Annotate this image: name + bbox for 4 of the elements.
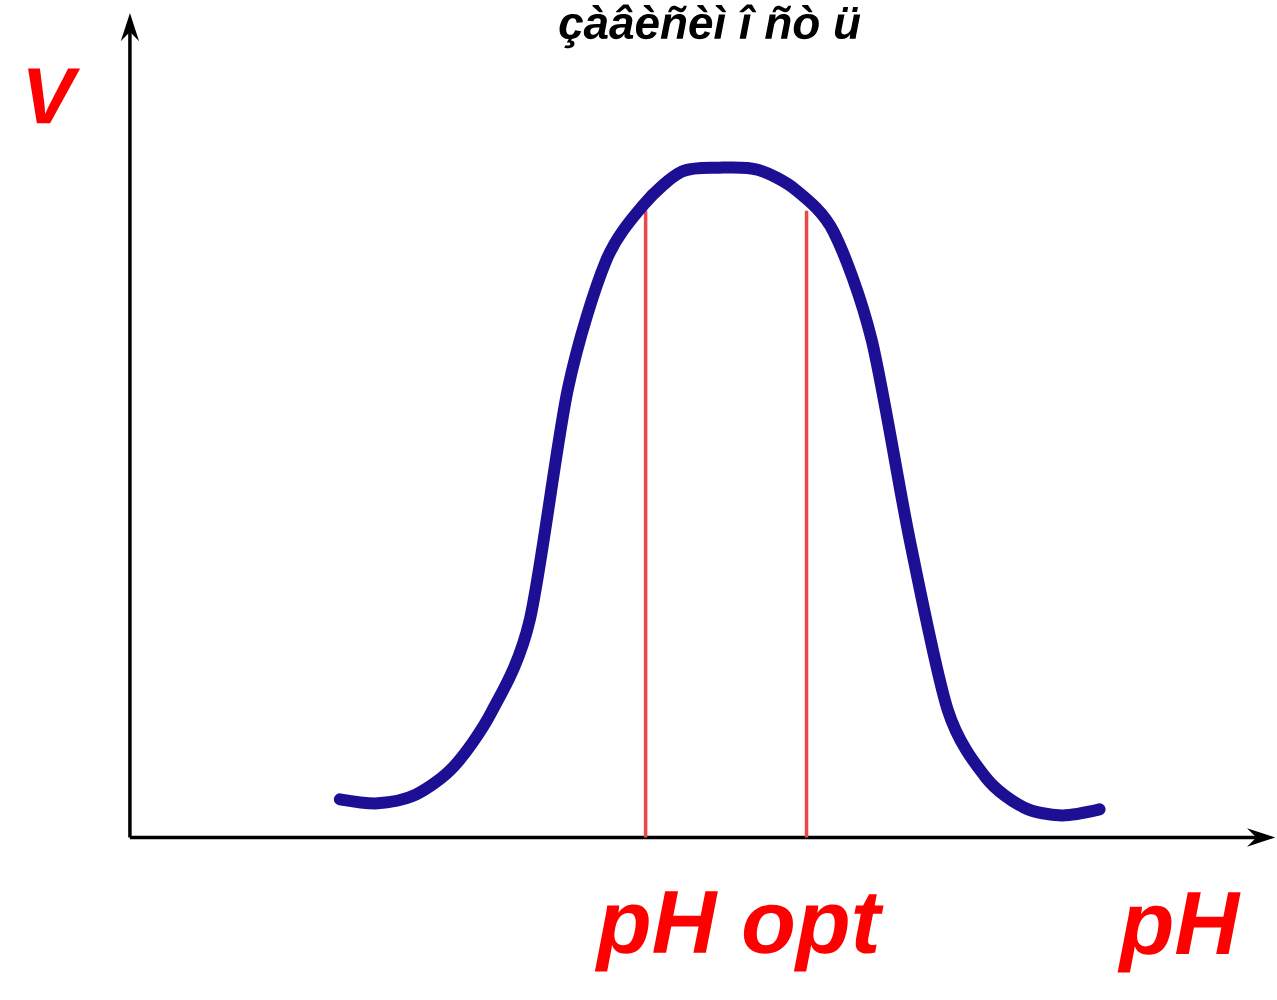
x-axis-title: pH — [1117, 892, 1241, 973]
chart-title: çàâèñèì î ñò ü — [559, 4, 861, 49]
text: pH opt — [594, 890, 884, 972]
y-axis-title: V — [28, 68, 81, 124]
